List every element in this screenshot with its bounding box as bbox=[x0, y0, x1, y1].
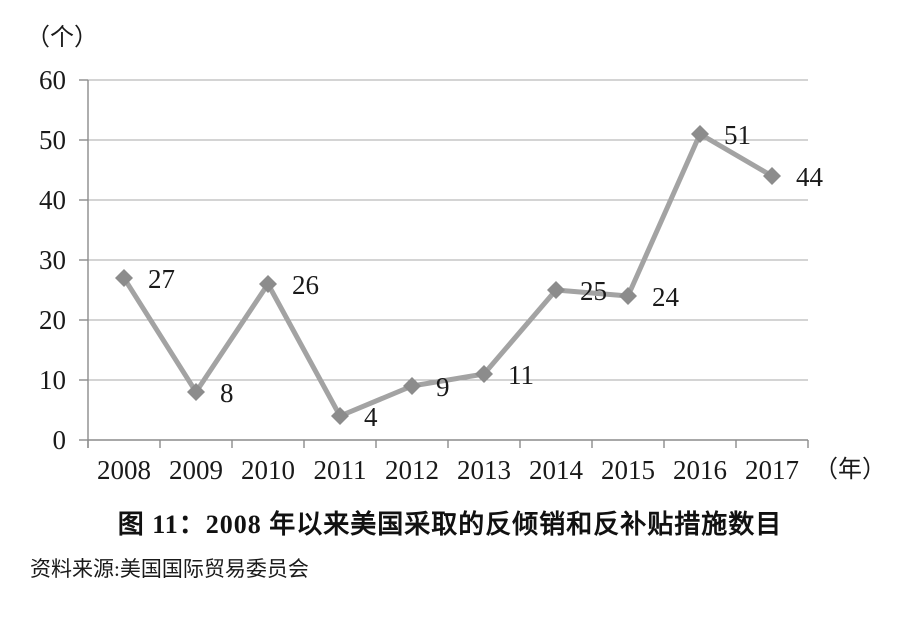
data-point-label: 8 bbox=[220, 378, 234, 408]
y-tick-label: 50 bbox=[39, 125, 66, 155]
x-tick-label: 2017 bbox=[745, 455, 799, 485]
data-point-marker bbox=[475, 365, 493, 383]
data-point-label: 9 bbox=[436, 372, 450, 402]
y-tick-label: 20 bbox=[39, 305, 66, 335]
y-tick-label: 30 bbox=[39, 245, 66, 275]
data-point-marker bbox=[115, 269, 133, 287]
data-point-marker bbox=[259, 275, 277, 293]
data-point-label: 24 bbox=[652, 282, 680, 312]
x-tick-label: 2011 bbox=[314, 455, 367, 485]
x-tick-label: 2014 bbox=[529, 455, 584, 485]
x-tick-label: 2016 bbox=[673, 455, 727, 485]
y-tick-label: 0 bbox=[53, 425, 67, 455]
data-point-marker bbox=[547, 281, 565, 299]
x-axis-unit-label: （年） bbox=[814, 456, 886, 483]
y-tick-label: 10 bbox=[39, 365, 66, 395]
data-point-label: 11 bbox=[508, 360, 534, 390]
data-point-label: 25 bbox=[580, 276, 607, 306]
x-tick-label: 2008 bbox=[97, 455, 151, 485]
x-tick-label: 2009 bbox=[169, 455, 223, 485]
data-point-marker bbox=[691, 125, 709, 143]
x-tick-label: 2010 bbox=[241, 455, 295, 485]
data-point-label: 4 bbox=[364, 402, 378, 432]
data-point-label: 27 bbox=[148, 264, 175, 294]
data-point-label: 51 bbox=[724, 120, 751, 150]
source-note: 资料来源:美国国际贸易委员会 bbox=[30, 557, 309, 581]
y-axis-unit-label: （个） bbox=[26, 24, 98, 51]
x-tick-label: 2013 bbox=[457, 455, 511, 485]
data-point-marker bbox=[331, 407, 349, 425]
data-point-marker bbox=[763, 167, 781, 185]
y-tick-label: 60 bbox=[39, 65, 66, 95]
x-tick-label: 2012 bbox=[385, 455, 439, 485]
chart-title: 图 11：2008 年以来美国采取的反倾销和反补贴措施数目 bbox=[117, 510, 783, 539]
y-tick-label: 40 bbox=[39, 185, 66, 215]
data-point-label: 44 bbox=[796, 162, 824, 192]
data-point-label: 26 bbox=[292, 270, 319, 300]
data-series-line bbox=[121, 131, 775, 419]
x-tick-label: 2015 bbox=[601, 455, 655, 485]
data-point-marker bbox=[619, 287, 637, 305]
line-chart: 0 10 20 30 40 50 60 2008 2009 2010 2011 2012 2013 201… bbox=[26, 24, 886, 485]
data-point-marker bbox=[403, 377, 421, 395]
data-point-marker bbox=[187, 383, 205, 401]
